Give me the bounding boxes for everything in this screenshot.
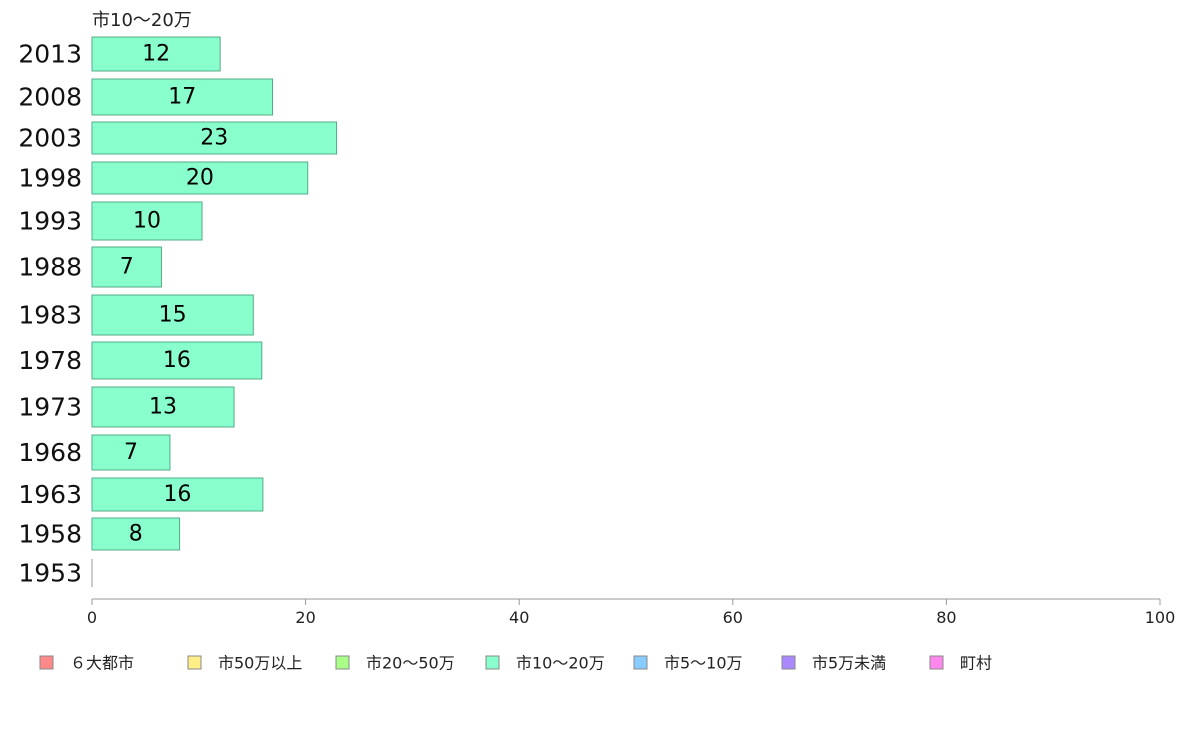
category-label-1993: 1993: [18, 207, 82, 236]
chart-title: 市10〜20万: [92, 10, 192, 31]
legend-label-1: 市50万以上: [218, 654, 302, 673]
category-label-1968: 1968: [18, 438, 82, 467]
legend-swatch-6: [929, 655, 944, 670]
bar-1963: [91, 477, 264, 512]
category-label-1988: 1988: [18, 253, 82, 282]
value-label-1993: 10: [133, 209, 161, 234]
bar-1998: [91, 161, 309, 195]
x-tick-label-0: 0: [87, 608, 97, 627]
value-label-1958: 8: [129, 522, 143, 547]
value-label-1978: 16: [163, 348, 191, 373]
category-label-1958: 1958: [18, 520, 82, 549]
value-label-1963: 16: [163, 482, 191, 507]
category-label-2003: 2003: [18, 124, 82, 153]
value-label-2008: 17: [168, 85, 196, 110]
legend-swatch-5: [781, 655, 796, 670]
legend-swatch-2: [335, 655, 350, 670]
x-tick-label-20: 20: [295, 608, 315, 627]
category-label-2013: 2013: [18, 40, 82, 69]
x-axis: 2013200820031998199319881983197819731968…: [18, 40, 1175, 628]
x-tick-label-40: 40: [509, 608, 529, 627]
legend-label-5: 市5万未満: [812, 654, 886, 673]
category-label-2008: 2008: [18, 83, 82, 112]
value-label-1983: 15: [159, 303, 187, 328]
legend-label-4: 市5〜10万: [664, 654, 743, 673]
legend-swatch-0: [39, 655, 54, 670]
x-tick-label-100: 100: [1145, 608, 1176, 627]
bar-1993: [91, 201, 203, 241]
value-label-1988: 7: [120, 255, 134, 280]
bar-2013: [91, 36, 221, 72]
category-label-1983: 1983: [18, 301, 82, 330]
bar-2003: [91, 121, 338, 155]
legend-swatch-1: [187, 655, 202, 670]
bar-1983: [91, 294, 254, 336]
category-label-1998: 1998: [18, 164, 82, 193]
legend-label-2: 市20〜50万: [366, 654, 455, 673]
category-label-1953: 1953: [18, 559, 82, 588]
bar-1978: [91, 341, 263, 380]
bar-1973: [91, 386, 235, 428]
value-label-1968: 7: [124, 440, 138, 465]
bar-1968: [91, 434, 171, 471]
category-label-1978: 1978: [18, 346, 82, 375]
legend-label-0: ６大都市: [70, 654, 134, 673]
x-tick-label-80: 80: [936, 608, 956, 627]
bar-1988: [91, 246, 162, 288]
value-label-2003: 23: [200, 126, 228, 151]
bar-1958: [91, 517, 181, 551]
x-tick-label-60: 60: [723, 608, 743, 627]
legend: ６大都市 市50万以上 市20〜50万 市10〜20万 市5〜10万 市5万未満 町村: [39, 654, 992, 673]
bar-2008: [91, 78, 273, 116]
legend-swatch-4: [633, 655, 648, 670]
category-label-1973: 1973: [18, 393, 82, 422]
category-label-1963: 1963: [18, 480, 82, 509]
value-label-2013: 12: [142, 42, 170, 67]
value-label-1973: 13: [149, 395, 177, 420]
value-label-1998: 20: [186, 166, 214, 191]
legend-swatch-3: [485, 655, 500, 670]
legend-label-3: 市10〜20万: [516, 654, 605, 673]
legend-label-6: 町村: [960, 654, 992, 673]
